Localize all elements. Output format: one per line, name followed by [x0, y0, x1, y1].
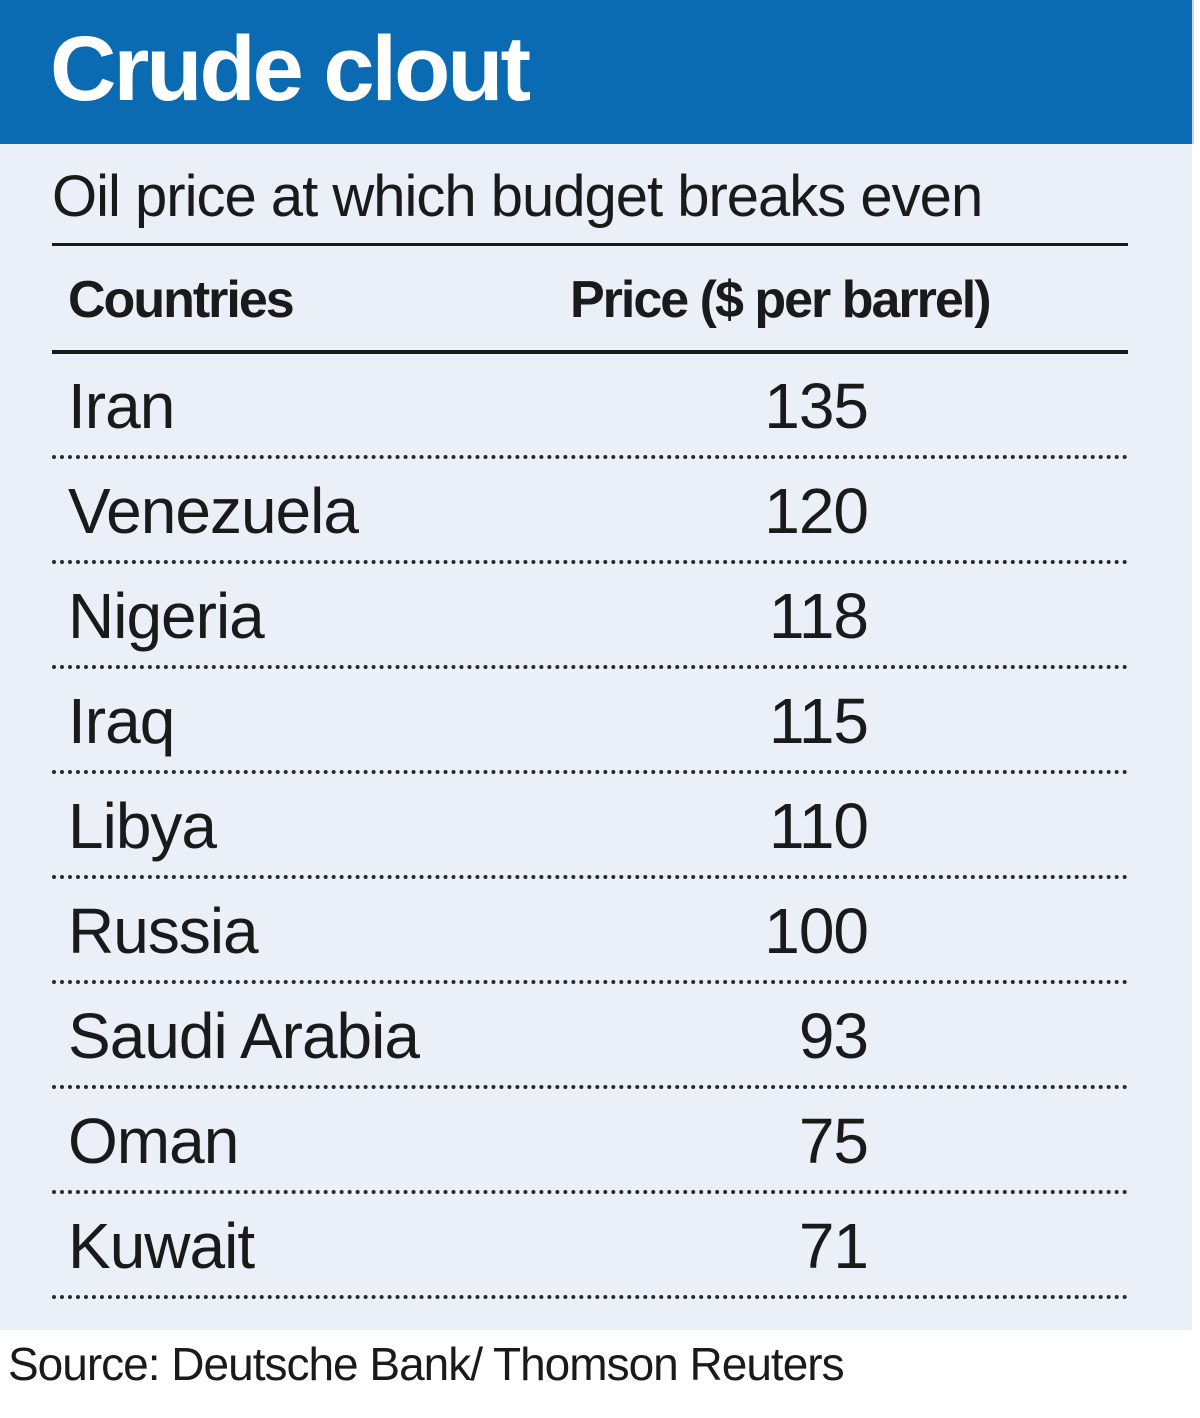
- country-cell: Iraq: [68, 685, 175, 757]
- country-cell: Venezuela: [68, 475, 359, 547]
- price-cell: 118: [768, 580, 869, 652]
- price-cell: 110: [768, 790, 869, 862]
- country-cell: Libya: [68, 790, 217, 862]
- price-cell: 100: [764, 895, 869, 967]
- table-row: Saudi Arabia 93: [52, 984, 1128, 1089]
- table-row: Russia 100: [52, 879, 1128, 984]
- country-cell: Iran: [68, 370, 175, 442]
- table-row: Iraq 115: [52, 669, 1128, 774]
- chart-subtitle: Oil price at which budget breaks even: [52, 164, 983, 229]
- title-bar: Crude clout: [0, 0, 1194, 144]
- price-cell: 120: [764, 475, 869, 547]
- source-note: Source: Deutsche Bank/ Thomson Reuters: [8, 1338, 845, 1390]
- table-header: Countries Price ($ per barrel): [52, 255, 1128, 345]
- table-row: Venezuela 120: [52, 459, 1128, 564]
- top-rule: [52, 243, 1128, 246]
- table-row: Oman 75: [52, 1089, 1128, 1194]
- table-row: Iran 135: [52, 354, 1128, 459]
- table-row: Libya 110: [52, 774, 1128, 879]
- price-cell: 135: [764, 370, 869, 442]
- table-row: Kuwait 71: [52, 1194, 1128, 1299]
- chart-title: Crude clout: [50, 18, 531, 120]
- country-cell: Russia: [68, 895, 259, 967]
- country-cell: Kuwait: [68, 1210, 255, 1282]
- price-cell: 75: [798, 1105, 869, 1177]
- column-header-countries: Countries: [68, 271, 295, 329]
- country-cell: Saudi Arabia: [68, 1000, 420, 1072]
- header-rule: [52, 350, 1128, 354]
- table-row: Nigeria 118: [52, 564, 1128, 669]
- price-cell: 115: [768, 685, 869, 757]
- price-cell: 93: [798, 1000, 869, 1072]
- table-body: Iran 135 Venezuela 120 Nigeria 118 Iraq 115 Liby…: [52, 354, 1128, 1299]
- country-cell: Nigeria: [68, 580, 265, 652]
- price-cell: 71: [798, 1210, 869, 1282]
- country-cell: Oman: [68, 1105, 239, 1177]
- column-header-price: Price ($ per barrel): [570, 271, 992, 329]
